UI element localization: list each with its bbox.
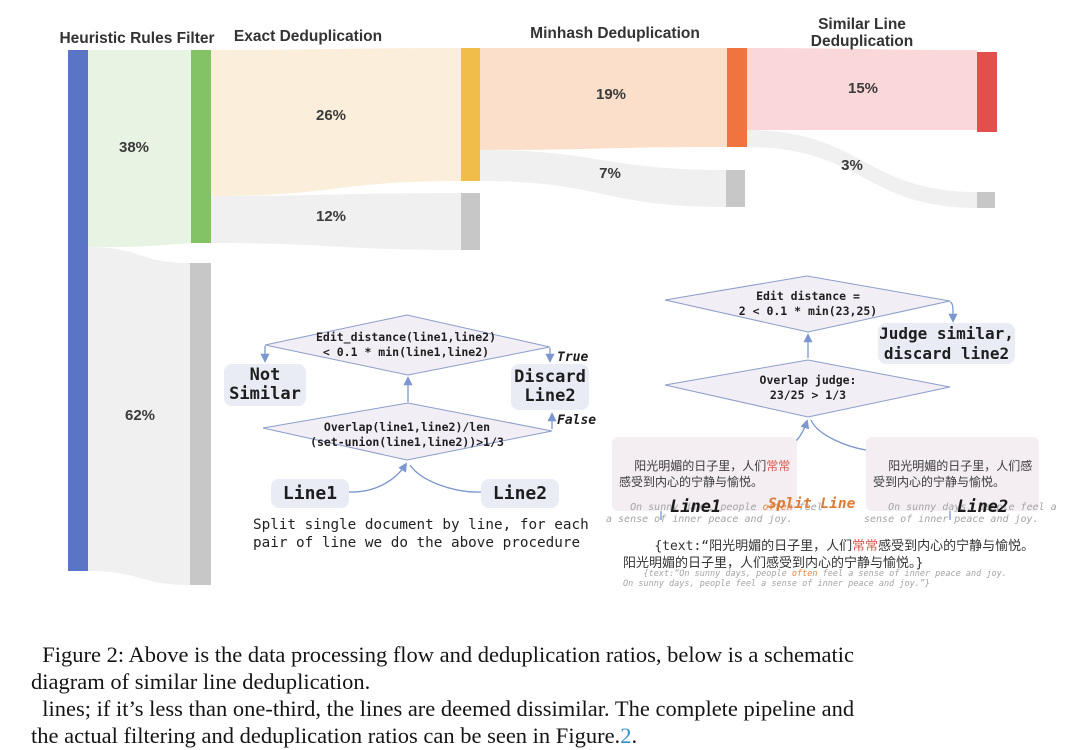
chinese-line2-text: 阳光明媚的日子里，人们感 受到内心的宁静与愉悦。 <box>873 459 1033 489</box>
node-heuristic-bar <box>68 50 88 571</box>
stage-label-minhash: Minhash Deduplication <box>530 25 700 42</box>
document-chinese-pre: {text:“阳光明媚的日子里，人们 <box>654 538 853 554</box>
document-chinese-post: 感受到内心的宁静与愉悦。 阳光明媚的日子里，人们感受到内心的宁静与愉悦。} <box>623 538 1035 572</box>
chinese-line1-post: 感受到内心的宁静与愉悦。 <box>619 475 764 489</box>
pct-12: 12% <box>315 208 347 225</box>
diamond-edit-distance-example-text: Edit distance = 2 < 0.1 * min(23,25) <box>738 289 878 318</box>
figure-caption-text: Figure 2: Above is the data processing f… <box>31 642 854 694</box>
diamond-edit-distance-example <box>664 275 951 333</box>
english-line1-pre: On sunny days, people <box>630 501 763 513</box>
node-heuristic-discard-bar <box>190 263 211 585</box>
stage-label-heuristic: Heuristic Rules Filter <box>59 30 215 47</box>
pct-15: 15% <box>847 80 879 97</box>
figure-reference-link[interactable]: 2 <box>620 723 632 748</box>
curve-cnright-to-overlap <box>810 419 867 451</box>
diamond-overlap-text: Overlap(line1,line2)/len (set-union(line… <box>310 420 504 449</box>
english-line2-translation: On sunny days, people feel a sense of in… <box>864 489 1057 539</box>
diamond-edit-distance <box>264 314 551 376</box>
figure-caption: Figure 2: Above is the data processing f… <box>31 614 854 695</box>
body-paragraph-text: lines; if it’s less than one-third, the … <box>31 696 855 748</box>
pct-3: 3% <box>841 157 863 174</box>
flow-15-kept <box>747 48 977 130</box>
diamond-overlap <box>262 402 553 461</box>
figure-2-diagram: Heuristic Rules Filter Exact Deduplicati… <box>59 16 1057 600</box>
document-text-english: {text:“On sunny days, people often feel … <box>623 558 1007 600</box>
false-label: False <box>557 413 597 428</box>
flow-62-discarded <box>88 247 190 585</box>
example-line1-label: Line1 <box>670 497 722 517</box>
english-line1-highlight: often <box>762 501 793 513</box>
split-line-label: Split Line <box>768 496 856 512</box>
document-english-pre: {text:“On sunny days, people <box>643 568 792 579</box>
body-paragraph: lines; if it’s less than one-third, the … <box>31 668 854 749</box>
split-procedure-note: Split single document by line, for each … <box>253 517 589 551</box>
pct-19: 19% <box>595 86 627 103</box>
node-exact-kept-bar <box>191 50 211 243</box>
discard-line2-box: Discard Line2 <box>511 364 589 410</box>
node-similar-discard-bar <box>977 192 995 208</box>
flow-38-kept <box>88 50 191 247</box>
curve-line2-to-overlap <box>409 464 482 493</box>
flow-19-kept <box>480 48 727 150</box>
flow-7-discarded <box>480 150 726 207</box>
chinese-line2-box: 阳光明媚的日子里，人们感 受到内心的宁静与愉悦。 <box>866 437 1040 511</box>
document-english-highlight: often <box>791 568 818 579</box>
document-english-post: feel a sense of inner peace and joy. On … <box>623 568 1007 590</box>
stage-label-similar-line: Similar Line Deduplication <box>810 16 914 50</box>
true-label: True <box>557 350 589 365</box>
english-line2-text: On sunny days, people feel a sense of in… <box>864 501 1057 526</box>
arrow-to-judge-box <box>948 301 958 323</box>
english-line1-post: feel a sense of inner peace and joy. <box>606 501 823 526</box>
document-chinese-highlight: 常常 <box>852 538 879 554</box>
judge-similar-box: Judge similar, discard line2 <box>878 323 1015 364</box>
not-similar-box: Not Similar <box>224 364 306 406</box>
diamond-overlap-example-text: Overlap judge: 23/25 > 1/3 <box>759 373 857 402</box>
example-line2-label: Line2 <box>957 497 1009 517</box>
flow-12-discarded <box>211 193 461 250</box>
node-minhash-discard-bar <box>726 170 745 207</box>
body-paragraph-end: . <box>631 723 638 748</box>
chinese-line1-box: 阳光明媚的日子里，人们常常 感受到内心的宁静与愉悦。 <box>612 437 798 511</box>
flow-3-discarded <box>747 130 977 208</box>
pct-38: 38% <box>118 139 150 156</box>
curve-line1-to-overlap <box>348 462 407 493</box>
node-minhash-kept-bar <box>461 48 480 181</box>
pct-62: 62% <box>124 407 156 424</box>
node-similar-kept-bar <box>727 48 747 147</box>
english-line1-translation: On sunny days, people often feel a sense… <box>606 489 823 539</box>
pct-26: 26% <box>315 107 347 124</box>
sankey-and-flowchart-canvas <box>68 48 997 585</box>
node-exact-discard-bar <box>461 193 480 250</box>
pct-7: 7% <box>599 165 621 182</box>
diamond-edit-distance-text: Edit_distance(line1,line2) < 0.1 * min(l… <box>315 330 496 359</box>
document-text-chinese: {text:“阳光明媚的日子里，人们常常感受到内心的宁静与愉悦。 阳光明媚的日子… <box>623 520 1034 590</box>
diamond-overlap-example <box>664 359 951 418</box>
chinese-line1-pre: 阳光明媚的日子里，人们 <box>634 459 767 473</box>
node-final-kept-bar <box>977 52 997 132</box>
line1-box: Line1 <box>271 479 349 508</box>
flow-26-kept <box>211 48 461 196</box>
chinese-line1-highlight: 常常 <box>766 459 791 473</box>
stage-label-exact: Exact Deduplication <box>233 28 383 45</box>
line2-box: Line2 <box>481 479 559 508</box>
